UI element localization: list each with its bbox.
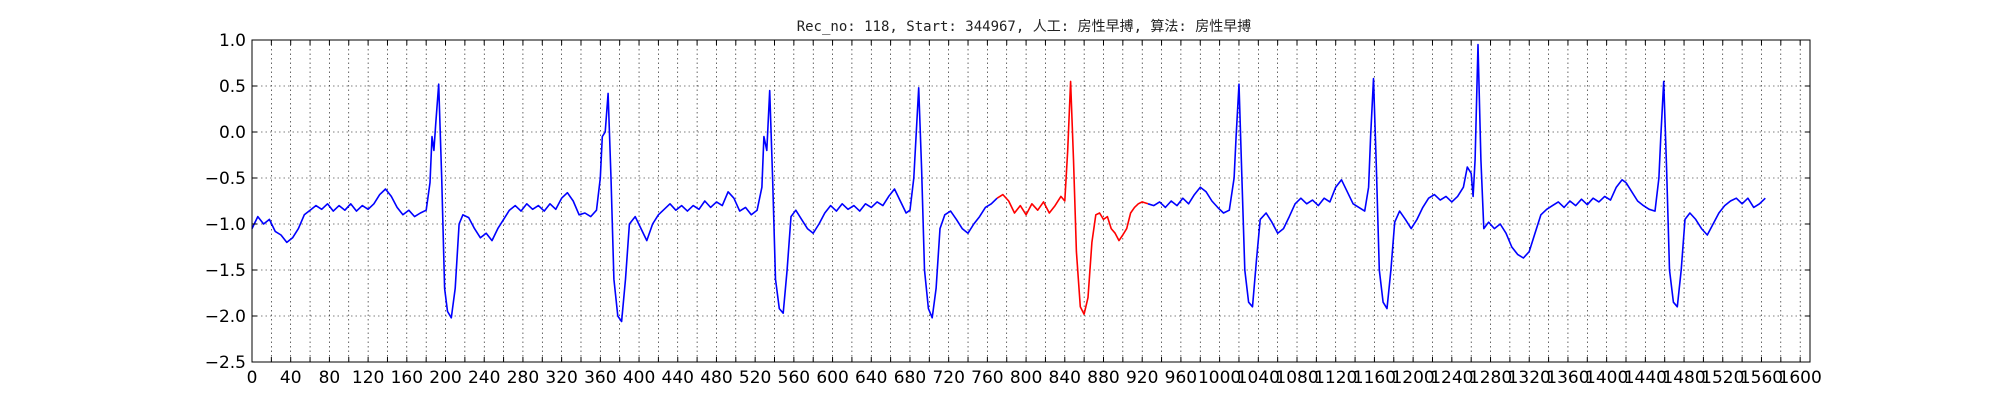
x-tick-label: 480 — [700, 368, 732, 388]
x-tick-label: 1240 — [1430, 368, 1473, 388]
plot-frame — [251, 39, 1811, 363]
x-tick-label: 760 — [971, 368, 1003, 388]
x-tick-label: 560 — [778, 368, 810, 388]
series-layer — [251, 43, 1766, 323]
y-tick-label: 0.0 — [219, 123, 246, 143]
y-axis: 1.0 0.5 0.0 −0.5 −1.0 −1.5 −2.0 −2.5 — [205, 31, 1810, 373]
x-tick-label: 1600 — [1779, 368, 1822, 388]
x-tick-label: 1520 — [1701, 368, 1744, 388]
x-tick-label: 320 — [545, 368, 577, 388]
y-tick-label: 1.0 — [219, 31, 246, 51]
x-tick-label: 1040 — [1237, 368, 1280, 388]
x-tick-label: 920 — [1126, 368, 1158, 388]
grid — [252, 40, 1810, 362]
x-tick-label: 1360 — [1546, 368, 1589, 388]
x-tick-label: 840 — [1049, 368, 1081, 388]
x-tick-label: 600 — [816, 368, 848, 388]
y-tick-label: −1.0 — [205, 215, 246, 235]
series-line-1 — [251, 83, 998, 323]
x-tick-label: 1160 — [1353, 368, 1396, 388]
x-tick-label: 800 — [1010, 368, 1042, 388]
x-tick-label: 1000 — [1198, 368, 1241, 388]
x-tick-label: 160 — [391, 368, 423, 388]
x-tick-label: 0 — [247, 368, 258, 388]
x-tick-label: 1080 — [1275, 368, 1318, 388]
x-tick-label: 1280 — [1469, 368, 1512, 388]
x-tick-label: 40 — [280, 368, 302, 388]
x-tick-label: 400 — [623, 368, 655, 388]
x-tick-label: 1440 — [1624, 368, 1667, 388]
chart-title: Rec_no: 118, Start: 344967, 人工: 房性早搏, 算法… — [797, 18, 1252, 35]
series-line-3 — [1147, 43, 1627, 310]
x-axis: 0 40 80 120 160 200 240 280 320 360 400 440 480 520 56… — [247, 40, 1822, 388]
x-tick-label: 240 — [468, 368, 500, 388]
series-line-2 — [996, 80, 1149, 316]
x-tick-label: 1120 — [1314, 368, 1357, 388]
y-tick-label: −0.5 — [205, 169, 246, 189]
x-tick-label: 360 — [584, 368, 616, 388]
x-tick-label: 720 — [932, 368, 964, 388]
y-tick-label: −2.5 — [205, 353, 246, 373]
x-tick-label: 1560 — [1740, 368, 1783, 388]
x-tick-label: 880 — [1087, 368, 1119, 388]
y-tick-label: −2.0 — [205, 307, 246, 327]
y-tick-label: 0.5 — [219, 77, 246, 97]
x-tick-label: 520 — [739, 368, 771, 388]
series-line-4 — [1625, 80, 1766, 308]
x-tick-label: 440 — [662, 368, 694, 388]
x-tick-label: 680 — [894, 368, 926, 388]
x-tick-label: 1320 — [1508, 368, 1551, 388]
x-tick-label: 1480 — [1662, 368, 1705, 388]
x-tick-label: 120 — [352, 368, 384, 388]
x-tick-label: 1400 — [1585, 368, 1628, 388]
y-tick-label: −1.5 — [205, 261, 246, 281]
x-tick-label: 1200 — [1391, 368, 1434, 388]
x-tick-label: 200 — [429, 368, 461, 388]
x-tick-label: 960 — [1165, 368, 1197, 388]
x-tick-label: 80 — [319, 368, 341, 388]
x-tick-label: 280 — [507, 368, 539, 388]
x-tick-label: 640 — [855, 368, 887, 388]
